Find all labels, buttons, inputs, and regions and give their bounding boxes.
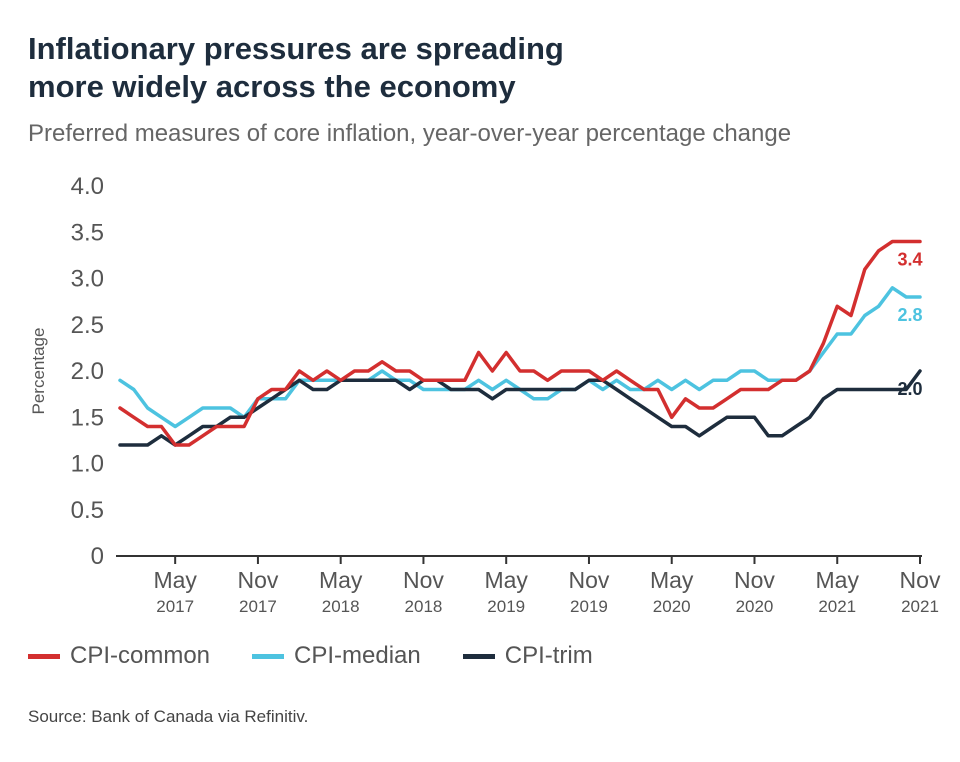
x-tick-year-label: 2018 [322, 597, 360, 616]
series-line-cpi-median [118, 286, 922, 429]
y-tick-label: 3.5 [71, 219, 104, 246]
y-tick-label: 2.0 [71, 358, 104, 385]
series-line-cpi-trim [118, 369, 922, 447]
y-axis-title: Percentage [29, 328, 48, 415]
y-tick-label: 1.0 [71, 451, 104, 478]
y-tick-label: 4.0 [71, 173, 104, 200]
series-line-cpi-common [118, 239, 922, 447]
x-tick-year-label: 2021 [901, 597, 939, 616]
x-tick-year-label: 2019 [487, 597, 525, 616]
end-label-cpi-common: 3.4 [897, 250, 922, 270]
legend-item-cpi-median: CPI-median [252, 642, 421, 670]
legend-swatch-cpi-median [252, 653, 285, 659]
chart-legend: CPI-common CPI-median CPI-trim [28, 642, 635, 670]
x-tick-month-label: May [153, 567, 197, 593]
x-tick-month-label: May [319, 567, 363, 593]
y-tick-label: 1.5 [71, 404, 104, 431]
chart-title: Inflationary pressures are spreading mor… [28, 30, 928, 106]
x-tick-month-label: Nov [900, 567, 941, 593]
x-tick-year-label: 2019 [570, 597, 608, 616]
end-label-cpi-median: 2.8 [897, 305, 922, 325]
legend-item-cpi-trim: CPI-trim [462, 642, 593, 670]
x-tick-year-label: 2020 [736, 597, 774, 616]
x-tick-year-label: 2017 [239, 597, 277, 616]
y-tick-label: 0 [91, 543, 104, 570]
y-tick-label: 2.5 [71, 312, 104, 339]
legend-item-cpi-common: CPI-common [28, 642, 210, 670]
x-tick-year-label: 2018 [405, 597, 443, 616]
line-chart: 0 0.5 1.0 1.5 2.0 2.5 3.0 3.5 4.0 Percentage May 20… [29, 173, 941, 616]
legend-swatch-cpi-trim [462, 653, 495, 659]
legend-label-cpi-common: CPI-common [70, 642, 211, 669]
x-tick-year-label: 2020 [653, 597, 691, 616]
x-tick-month-label: Nov [569, 567, 610, 593]
legend-swatch-cpi-common [28, 653, 60, 659]
legend-label-cpi-trim: CPI-trim [504, 642, 593, 669]
chart-subtitle: Preferred measures of core inflation, ye… [28, 120, 792, 147]
chart-title-line-2: more widely across the economy [28, 69, 516, 104]
x-tick-month-label: Nov [734, 567, 775, 593]
x-tick-month-label: May [650, 567, 694, 593]
x-tick-month-label: May [484, 567, 528, 593]
legend-label-cpi-median: CPI-median [294, 642, 421, 669]
source-note: Source: Bank of Canada via Refinitiv. [28, 707, 309, 726]
y-tick-label: 3.0 [71, 266, 104, 293]
x-tick-month-label: May [816, 567, 860, 593]
x-tick-month-label: Nov [403, 567, 444, 593]
chart-title-line-1: Inflationary pressures are spreading [28, 31, 564, 66]
x-tick-month-label: Nov [237, 567, 278, 593]
x-tick-year-label: 2017 [156, 597, 194, 616]
end-label-cpi-trim: 2.0 [897, 379, 922, 399]
y-tick-label: 0.5 [71, 497, 104, 524]
x-tick-year-label: 2021 [818, 597, 856, 616]
